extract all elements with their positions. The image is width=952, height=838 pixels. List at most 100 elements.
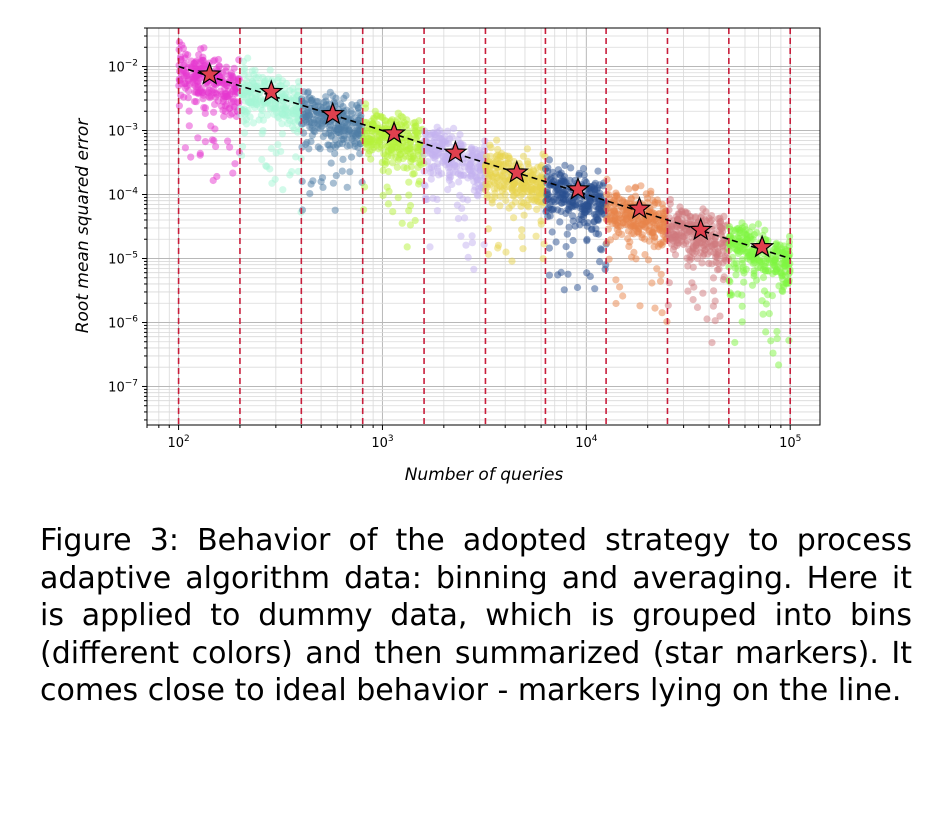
scatter-point bbox=[318, 174, 327, 182]
scatter-point bbox=[519, 152, 528, 160]
scatter-point bbox=[405, 178, 413, 186]
scatter-point bbox=[786, 232, 794, 240]
scatter-point bbox=[771, 262, 779, 270]
scatter-point bbox=[244, 88, 252, 96]
scatter-point bbox=[468, 144, 476, 152]
scatter-point bbox=[590, 218, 598, 226]
scatter-point bbox=[642, 190, 650, 198]
scatter-point bbox=[201, 138, 209, 146]
scatter-point bbox=[332, 94, 340, 102]
scatter-point bbox=[195, 51, 203, 59]
y-tick-label: 10−5 bbox=[108, 250, 138, 267]
scatter-point bbox=[596, 189, 604, 197]
scatter-point bbox=[421, 136, 429, 144]
scatter-point bbox=[684, 287, 692, 295]
scatter-point bbox=[331, 150, 339, 158]
scatter-point bbox=[537, 184, 545, 192]
scatter-point bbox=[721, 253, 729, 261]
figure-chart: 102 103 104 105 10−2 10−3 10−4 10−5 10−6 10−7 Nu… bbox=[73, 27, 821, 485]
scatter-point bbox=[325, 141, 333, 149]
scatter-point bbox=[720, 212, 728, 220]
scatter-point bbox=[504, 154, 512, 162]
scatter-point bbox=[319, 183, 327, 191]
scatter-point bbox=[754, 264, 762, 272]
scatter-point bbox=[754, 220, 763, 228]
scatter-point bbox=[759, 310, 767, 318]
scatter-point bbox=[693, 303, 702, 311]
scatter-point bbox=[564, 205, 572, 213]
scatter-point bbox=[429, 194, 437, 202]
scatter-point bbox=[403, 243, 411, 251]
scatter-point bbox=[734, 290, 742, 298]
scatter-point bbox=[631, 192, 640, 200]
scatter-point bbox=[612, 189, 620, 197]
scatter-point bbox=[741, 222, 749, 230]
scatter-point bbox=[379, 191, 387, 199]
scatter-point bbox=[508, 257, 516, 265]
scatter-point bbox=[396, 150, 404, 158]
scatter-point bbox=[227, 98, 235, 106]
scatter-point bbox=[621, 210, 629, 218]
scatter-point bbox=[249, 77, 257, 85]
scatter-point bbox=[483, 169, 491, 177]
scatter-point bbox=[179, 44, 187, 53]
scatter-point bbox=[689, 296, 697, 304]
scatter-point bbox=[348, 101, 356, 109]
scatter-point bbox=[711, 317, 719, 325]
scatter-point bbox=[439, 152, 447, 160]
scatter-point bbox=[545, 244, 554, 252]
scatter-point bbox=[240, 71, 248, 79]
scatter-point bbox=[329, 179, 337, 187]
star-marker bbox=[627, 195, 652, 220]
scatter-point bbox=[266, 165, 274, 173]
scatter-point bbox=[466, 166, 474, 174]
scatter-point bbox=[382, 117, 390, 125]
scatter-point bbox=[533, 205, 541, 213]
scatter-point bbox=[427, 175, 435, 183]
scatter-point bbox=[175, 102, 183, 110]
scatter-point bbox=[648, 231, 656, 239]
scatter-point bbox=[693, 254, 702, 262]
scatter-point bbox=[616, 283, 624, 291]
scatter-point bbox=[374, 127, 382, 135]
scatter-point bbox=[739, 263, 747, 271]
scatter-point bbox=[475, 146, 483, 154]
scatter-point bbox=[413, 129, 421, 137]
scatter-point bbox=[383, 183, 391, 191]
scatter-point bbox=[585, 196, 594, 204]
scatter-point bbox=[462, 241, 470, 249]
scatter-point bbox=[222, 63, 230, 71]
scatter-point bbox=[583, 269, 591, 277]
scatter-point bbox=[484, 225, 492, 233]
star-marker bbox=[381, 120, 407, 144]
scatter-point bbox=[782, 256, 790, 264]
scatter-point bbox=[423, 195, 431, 203]
scatter-point bbox=[384, 200, 392, 208]
scatter-point bbox=[612, 299, 620, 308]
y-axis-label: Root mean squared error bbox=[73, 118, 93, 334]
scatter-point bbox=[684, 262, 692, 270]
scatter-point bbox=[360, 206, 368, 214]
scatter-point bbox=[592, 230, 600, 238]
scatter-point bbox=[708, 339, 716, 347]
scatter-point bbox=[455, 160, 463, 168]
scatter-point bbox=[207, 122, 215, 130]
scatter-point bbox=[769, 349, 777, 357]
scatter-point bbox=[603, 175, 611, 183]
scatter-point bbox=[364, 134, 372, 142]
scatter-point bbox=[327, 159, 335, 167]
scatter-point bbox=[645, 237, 653, 245]
star-marker bbox=[565, 176, 591, 200]
scatter-point bbox=[591, 285, 599, 293]
scatter-point bbox=[524, 160, 532, 168]
scatter-point bbox=[467, 159, 475, 167]
scatter-point bbox=[416, 157, 425, 165]
scatter-point bbox=[664, 301, 672, 309]
x-axis-label: Number of queries bbox=[405, 465, 564, 485]
scatter-point bbox=[765, 310, 773, 318]
scatter-point bbox=[537, 217, 545, 225]
scatter-point bbox=[298, 206, 307, 214]
scatter-point bbox=[746, 228, 754, 236]
scatter-point bbox=[240, 64, 249, 72]
scatter-point bbox=[242, 120, 251, 128]
